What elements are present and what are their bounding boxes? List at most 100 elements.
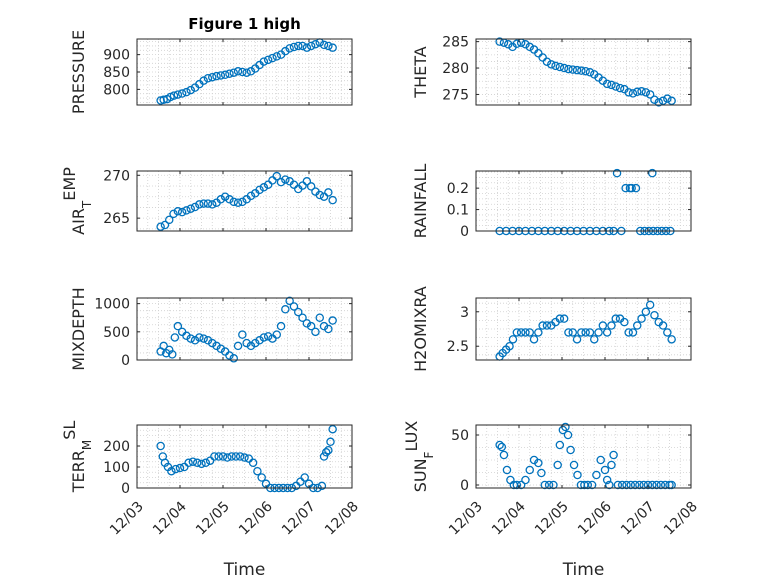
data-point xyxy=(156,441,165,451)
data-point xyxy=(272,330,281,339)
data-point xyxy=(281,46,290,56)
data-point xyxy=(505,341,514,351)
data-point xyxy=(572,335,582,344)
data-point xyxy=(564,328,573,337)
data-point xyxy=(637,87,646,96)
data-point xyxy=(564,64,573,74)
data-point xyxy=(534,328,543,337)
data-point xyxy=(190,202,200,212)
data-point xyxy=(229,354,238,363)
x-tick-label: 12/08 xyxy=(322,499,362,539)
data-point xyxy=(611,82,621,91)
data-point xyxy=(631,183,641,193)
data-point xyxy=(229,197,238,207)
data-point xyxy=(622,480,631,490)
data-point xyxy=(285,44,294,53)
y-axis-label: MIXDEPTH xyxy=(69,287,88,370)
data-point xyxy=(263,180,273,189)
data-point xyxy=(569,460,579,470)
data-point xyxy=(499,450,509,460)
data-point xyxy=(255,185,264,195)
data-point xyxy=(630,480,640,490)
subplot-air-temp: 265 270 AIRTEMP xyxy=(60,167,353,235)
data-point xyxy=(585,68,595,77)
data-point xyxy=(225,195,234,204)
data-point xyxy=(639,480,648,490)
subplot-h2omixra: 2.5 3 H2OMIXRA xyxy=(411,286,692,372)
data-point xyxy=(229,68,238,77)
data-point xyxy=(620,317,629,327)
y-tick-label: 3 xyxy=(460,305,469,321)
data-point xyxy=(321,448,331,457)
data-point xyxy=(324,445,333,455)
data-point xyxy=(220,70,230,80)
data-point xyxy=(281,175,290,184)
data-point xyxy=(613,480,623,490)
axes-box xyxy=(475,170,692,232)
y-axis-label: AIRTEMP xyxy=(60,167,95,235)
data-point xyxy=(512,39,522,49)
data-point xyxy=(201,458,211,468)
data-point xyxy=(246,341,256,351)
data-point xyxy=(203,199,213,208)
y-tick-label: 1000 xyxy=(94,297,130,313)
x-tick-label: 12/04 xyxy=(150,499,190,539)
data-point xyxy=(212,71,221,81)
data-point xyxy=(159,341,168,351)
data-point xyxy=(555,440,565,450)
data-point xyxy=(184,458,193,468)
data-point xyxy=(592,470,601,480)
data-point xyxy=(667,335,676,344)
data-point xyxy=(643,480,653,490)
data-point xyxy=(641,307,651,317)
data-point xyxy=(542,321,552,330)
data-point xyxy=(594,328,603,337)
data-point xyxy=(306,321,316,331)
data-point xyxy=(220,192,230,201)
data-point xyxy=(495,37,504,46)
axes-box xyxy=(475,38,692,106)
data-point xyxy=(170,333,180,342)
y-tick-label: 900 xyxy=(103,48,130,64)
data-point xyxy=(555,314,565,323)
data-point xyxy=(328,424,337,434)
data-point xyxy=(296,477,305,486)
data-point xyxy=(497,442,507,452)
subplot-rainfall: 0 0.1 0.2 RAINFALL xyxy=(411,164,692,240)
data-point xyxy=(259,333,269,342)
data-point xyxy=(319,452,329,461)
data-point xyxy=(663,328,672,337)
data-point xyxy=(566,445,575,455)
data-point xyxy=(173,90,183,99)
y-axis-label: THETA xyxy=(411,46,430,98)
data-point xyxy=(573,470,582,480)
data-point xyxy=(203,336,213,345)
data-point xyxy=(612,168,622,178)
data-point xyxy=(272,171,281,181)
y-tick-label: 285 xyxy=(442,35,469,51)
data-point xyxy=(656,480,666,490)
data-point xyxy=(521,328,530,337)
data-point xyxy=(188,457,198,466)
data-point xyxy=(246,191,256,201)
data-point xyxy=(306,182,316,191)
data-point xyxy=(177,207,187,217)
data-point xyxy=(263,55,273,65)
y-tick-label: 280 xyxy=(442,61,469,77)
data-point xyxy=(559,63,569,73)
data-point xyxy=(650,95,659,104)
x-tick-label: 12/06 xyxy=(575,499,615,539)
data-point xyxy=(648,168,657,178)
data-point xyxy=(328,43,337,52)
y-tick-label: 275 xyxy=(442,87,469,103)
data-point xyxy=(328,195,337,205)
data-point xyxy=(645,300,655,310)
data-point xyxy=(600,465,610,475)
data-point xyxy=(521,40,530,49)
data-point xyxy=(227,452,236,461)
axes-background xyxy=(476,425,691,488)
data-point xyxy=(637,314,646,323)
data-point xyxy=(244,454,254,463)
data-point xyxy=(248,458,258,468)
